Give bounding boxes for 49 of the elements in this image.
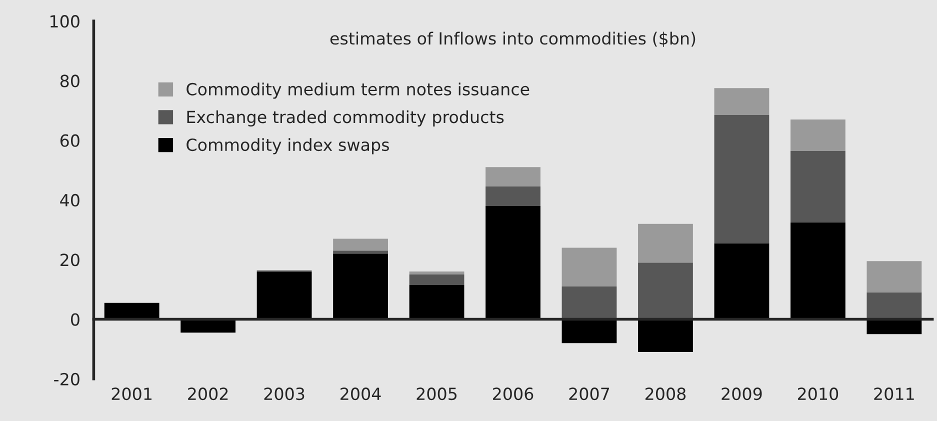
- bar: [714, 114, 770, 244]
- bar: [333, 254, 388, 320]
- bar: [714, 243, 770, 320]
- bar: [790, 119, 846, 151]
- bar: [486, 186, 540, 206]
- bar: [409, 284, 464, 320]
- x-tick-label: 2003: [264, 388, 304, 400]
- text: estimates of Inflows into commodities ($bn): [330, 32, 696, 47]
- bar: [486, 167, 540, 187]
- y-tick-label: 0: [71, 313, 80, 326]
- bar: [180, 319, 236, 333]
- y-tick-label: -20: [54, 372, 80, 386]
- y-tick-label: 60: [60, 134, 80, 147]
- y-tick-label: 20: [60, 254, 80, 266]
- bar: [638, 319, 693, 352]
- x-tick-label: 2008: [645, 388, 686, 400]
- x-tick-label: 2005: [416, 388, 457, 400]
- bar: [104, 302, 160, 320]
- x-tick-label: 2004: [340, 388, 381, 400]
- bar: [256, 272, 312, 320]
- bar: [790, 222, 846, 320]
- bar: [866, 261, 922, 292]
- bar: [562, 248, 617, 286]
- x-tick-label: 2011: [874, 388, 914, 400]
- bar: [562, 319, 617, 344]
- bar: [866, 319, 922, 334]
- bar: [790, 150, 846, 222]
- x-tick-label: 2006: [493, 388, 534, 400]
- bar: [562, 286, 617, 320]
- x-tick-label: 2001: [112, 388, 152, 400]
- legend-label: Exchange traded commodity products: [187, 110, 504, 126]
- y-tick-label: 80: [60, 74, 80, 88]
- legend-label: Commodity index swaps: [186, 138, 389, 154]
- bar: [866, 292, 922, 320]
- bar: [409, 272, 464, 275]
- bar: [409, 274, 464, 285]
- legend-label: Commodity medium term notes issuance: [186, 82, 530, 99]
- x-tick-label: 2009: [722, 388, 762, 400]
- bar: [333, 250, 388, 254]
- bar: [486, 206, 540, 320]
- x-tick-label: 2010: [798, 388, 838, 400]
- x-tick-label: 2007: [569, 388, 610, 400]
- x-tick-label: 2002: [188, 388, 228, 400]
- bar: [638, 224, 693, 263]
- bar: [638, 262, 693, 320]
- bar: [714, 88, 770, 115]
- y-tick-label: 100: [50, 15, 80, 28]
- y-tick-label: 40: [60, 194, 80, 207]
- bar: [333, 238, 388, 251]
